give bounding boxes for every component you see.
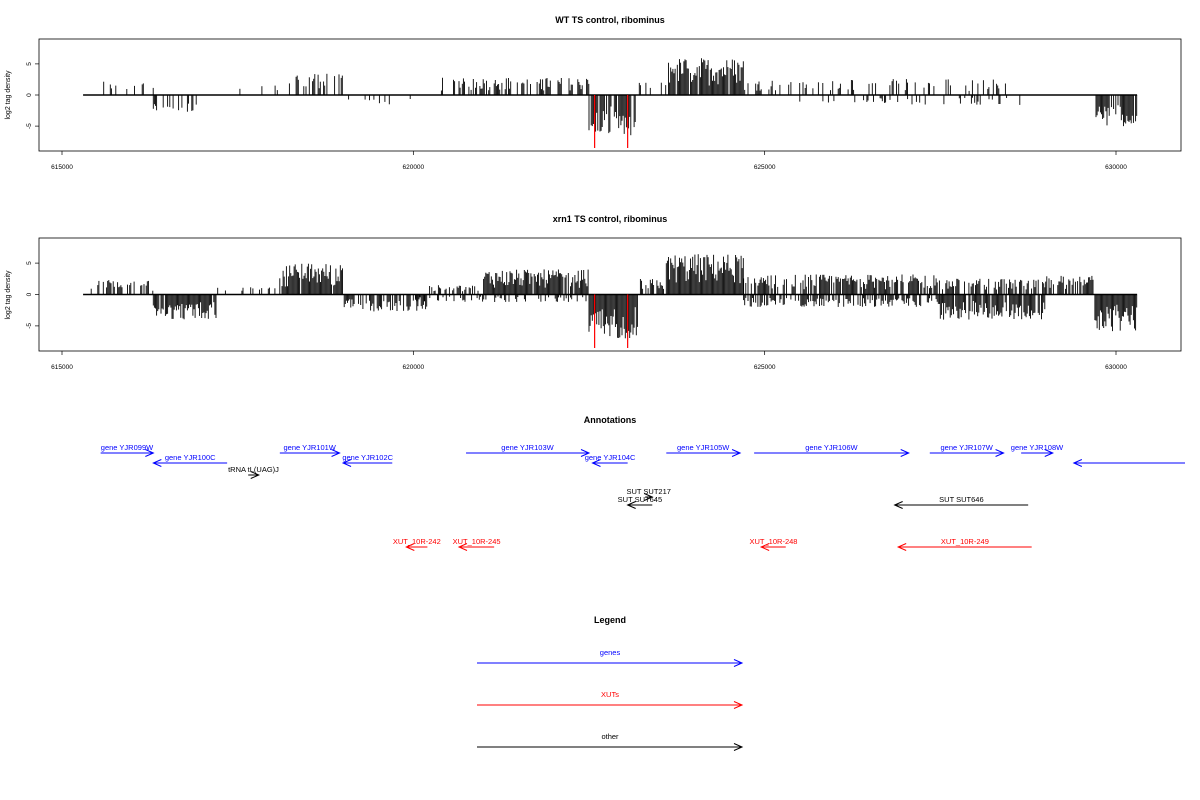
- arrowhead: [1044, 449, 1055, 457]
- arrowhead: [152, 459, 162, 467]
- feature-label: XUT_10R-242: [393, 537, 441, 546]
- feature-gene: gene YJR104C: [585, 453, 636, 467]
- x-tick-label: 615000: [51, 164, 73, 171]
- feature-label: gene YJR108W: [1011, 443, 1064, 452]
- feature-xut: XUT_10R-248: [750, 537, 798, 551]
- y-axis-label: log2 tag density: [5, 70, 12, 120]
- feature-label: gene YJR105W: [677, 443, 730, 452]
- feature-label: gene YJR103W: [501, 443, 554, 452]
- feature-label: XUT_10R-249: [941, 537, 989, 546]
- arrowhead: [145, 449, 155, 457]
- legend-title: Legend: [594, 615, 626, 625]
- xrn1-density-panel: xrn1 TS control, ribominus log2 tag dens…: [5, 214, 1182, 371]
- feature-label: gene YJR107W: [940, 443, 993, 452]
- x-tick-label: 630000: [1105, 164, 1127, 171]
- feature-gene: gene YJR108W: [1011, 443, 1064, 457]
- feature-label: gene YJR101W: [283, 443, 336, 452]
- y-tick-label: 5: [26, 261, 33, 265]
- feature-other: SUT SUT646: [893, 495, 1029, 509]
- feature-label: XUT_10R-245: [453, 537, 501, 546]
- feature-xut: XUT_10R-245: [453, 537, 501, 551]
- arrowhead: [331, 449, 341, 457]
- y-tick-label: 5: [26, 62, 33, 66]
- arrowhead: [759, 543, 770, 551]
- arrowhead: [896, 543, 907, 551]
- legend-item-other: other: [477, 732, 744, 751]
- y-axis-label: log2 tag density: [5, 270, 12, 320]
- arrowhead: [580, 449, 591, 457]
- legend-item-gene: genes: [477, 648, 744, 667]
- y-tick-label: -5: [26, 323, 33, 329]
- x-tick-label: 615000: [51, 364, 73, 371]
- legend: Legend genes XUTs other: [477, 615, 744, 751]
- x-tick-label: 620000: [402, 164, 424, 171]
- feature-label: gene YJR099W: [101, 443, 154, 452]
- feature-label: SUT SUT646: [939, 495, 983, 504]
- y-tick-label: 0: [26, 292, 33, 296]
- arrowhead: [341, 459, 352, 467]
- arrowhead: [733, 659, 744, 667]
- arrowhead: [405, 543, 415, 551]
- x-tick-label: 625000: [754, 364, 776, 371]
- feature-other: tRNA tL(UAG)J: [228, 465, 279, 479]
- arrowhead: [626, 501, 636, 509]
- feature-label: tRNA tL(UAG)J: [228, 465, 279, 474]
- annotations-title: Annotations: [584, 415, 637, 425]
- feature-xut: XUT_10R-242: [393, 537, 441, 551]
- legend-label: genes: [600, 648, 621, 657]
- legend-label: other: [601, 732, 619, 741]
- feature-xut: XUT_10R-249: [896, 537, 1032, 551]
- legend-label: XUTs: [601, 690, 619, 699]
- x-tick-label: 630000: [1105, 364, 1127, 371]
- feature-gene: gene YJR099W: [100, 443, 155, 457]
- feature-gene: gene YJR105W: [666, 443, 742, 457]
- feature-other: SUT SUT645: [618, 495, 662, 509]
- feature-gene: gene YJR100C: [152, 453, 228, 467]
- feature-gene: gene YJR101W: [279, 443, 341, 457]
- legend-item-xut: XUTs: [477, 690, 744, 709]
- chart-title: WT TS control, ribominus: [555, 15, 665, 25]
- feature-label: SUT SUT645: [618, 495, 662, 504]
- annotations-panel: Annotations gene YJR099W gene YJR100C tRNA…: [100, 415, 1185, 551]
- arrowhead: [457, 543, 468, 551]
- arrowhead: [733, 743, 744, 751]
- feature-gene: gene YJR103W: [466, 443, 591, 457]
- feature-label: gene YJR102C: [342, 453, 393, 462]
- arrowhead: [591, 459, 601, 467]
- feature-label: XUT_10R-248: [750, 537, 798, 546]
- feature-label: gene YJR100C: [165, 453, 216, 462]
- feature-label: SUT SUT217: [626, 487, 670, 496]
- arrowhead: [733, 701, 744, 709]
- arrowhead: [1072, 459, 1083, 467]
- arrowhead: [995, 449, 1005, 457]
- feature-label: gene YJR106W: [805, 443, 858, 452]
- y-tick-label: -5: [26, 123, 33, 129]
- arrowhead: [250, 471, 260, 479]
- arrowhead: [731, 449, 742, 457]
- feature-gene: gene YJR107W: [929, 443, 1005, 457]
- feature-other: SUT SUT217: [626, 487, 671, 501]
- wt-density-panel: WT TS control, ribominus log2 tag densit…: [5, 15, 1182, 171]
- feature-label: gene YJR104C: [585, 453, 636, 462]
- x-tick-label: 625000: [754, 164, 776, 171]
- arrowhead: [893, 501, 903, 509]
- arrowhead: [644, 493, 654, 501]
- feature-gene: [1072, 459, 1185, 467]
- x-tick-label: 620000: [402, 364, 424, 371]
- feature-gene: gene YJR106W: [754, 443, 910, 457]
- feature-gene: gene YJR102C: [341, 453, 394, 467]
- y-tick-label: 0: [26, 93, 33, 97]
- arrowhead: [900, 449, 910, 457]
- chart-title: xrn1 TS control, ribominus: [553, 214, 668, 224]
